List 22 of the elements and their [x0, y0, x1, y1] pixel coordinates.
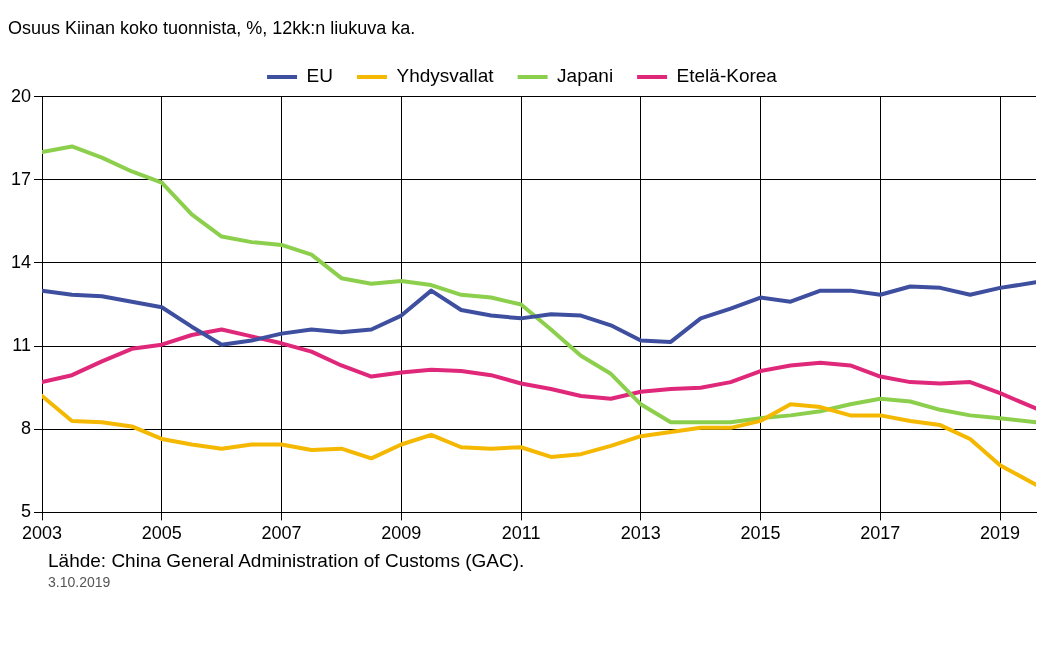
x-tick-label: 2019 [980, 523, 1021, 544]
legend-label: Etelä-Korea [676, 65, 778, 87]
x-tick-label: 2003 [22, 523, 63, 544]
legend-label: Yhdysvallat [396, 65, 495, 87]
x-tick-label: 2015 [740, 523, 781, 544]
legend-label: Japani [557, 65, 614, 87]
x-tick-label: 2013 [620, 523, 661, 544]
x-tick-label: 2017 [860, 523, 901, 544]
x-tick-label: 2007 [261, 523, 302, 544]
y-tick-label: 8 [21, 418, 32, 439]
chart-title: Osuus Kiinan koko tuonnista, %, 12kk:n liukuva ka. [8, 17, 416, 38]
legend-label: EU [306, 65, 333, 87]
x-tick-label: 2011 [501, 523, 541, 544]
text: 3.10.2019 [48, 574, 112, 590]
y-tick-label: 5 [21, 501, 32, 522]
y-tick-label: 17 [10, 168, 32, 189]
x-tick-label: 2005 [141, 523, 182, 544]
text: Lähde: China General Administration of Customs (GAC). [48, 550, 526, 572]
x-tick-label: 2009 [381, 523, 422, 544]
y-tick-label: 20 [10, 85, 32, 106]
y-tick-label: 11 [12, 335, 32, 356]
y-tick-label: 14 [10, 251, 32, 272]
